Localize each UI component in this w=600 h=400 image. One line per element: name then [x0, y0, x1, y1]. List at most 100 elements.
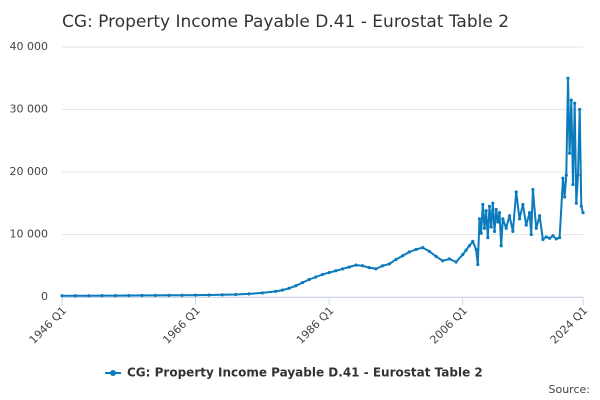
- chart-title: CG: Property Income Payable D.41 - Euros…: [62, 12, 509, 32]
- data-point: [461, 252, 465, 257]
- data-point: [280, 288, 285, 292]
- data-point: [496, 220, 500, 224]
- data-point: [561, 176, 565, 180]
- data-point: [441, 259, 445, 263]
- data-point: [527, 211, 532, 215]
- data-point: [579, 204, 583, 208]
- data-point: [482, 226, 487, 230]
- data-point: [127, 293, 131, 298]
- data-point: [367, 266, 371, 270]
- data-point: [504, 226, 508, 230]
- data-point: [541, 237, 545, 242]
- data-point: [501, 217, 505, 221]
- data-point: [581, 211, 585, 215]
- data-point: [354, 263, 358, 267]
- data-point: [566, 76, 570, 80]
- data-point: [489, 225, 493, 229]
- x-tick-label: 1966 Q1: [160, 304, 203, 347]
- data-point: [511, 229, 515, 233]
- data-point: [421, 246, 425, 250]
- data-point: [287, 286, 291, 290]
- data-point: [492, 229, 497, 233]
- data-point: [247, 292, 251, 296]
- data-point: [207, 293, 211, 297]
- data-point: [537, 214, 542, 218]
- data-point: [427, 249, 431, 253]
- data-point: [260, 291, 264, 295]
- data-point: [220, 293, 224, 297]
- data-point: [347, 265, 351, 269]
- data-point: [531, 187, 535, 192]
- data-point: [481, 202, 485, 207]
- data-point: [574, 201, 578, 205]
- data-point: [314, 275, 318, 279]
- data-point: [294, 284, 298, 288]
- data-point: [551, 234, 555, 238]
- data-point: [334, 269, 338, 273]
- data-point: [180, 293, 184, 297]
- data-point: [521, 202, 525, 207]
- data-point: [340, 267, 345, 271]
- data-point: [447, 257, 452, 261]
- data-point: [387, 262, 391, 266]
- data-point: [491, 201, 495, 205]
- data-point: [167, 293, 171, 297]
- legend-label: CG: Property Income Payable D.41 - Euros…: [127, 366, 483, 380]
- data-point: [571, 182, 575, 187]
- data-point: [374, 267, 378, 271]
- data-point: [274, 289, 278, 293]
- data-point: [578, 107, 582, 112]
- data-point: [414, 247, 418, 252]
- data-point: [113, 293, 118, 298]
- series-line: [62, 77, 584, 297]
- data-point: [327, 271, 331, 275]
- data-point: [499, 244, 503, 248]
- data-point: [464, 248, 468, 252]
- data-point: [486, 236, 490, 240]
- x-tick-label: 2006 Q1: [427, 304, 470, 347]
- data-point: [193, 293, 198, 297]
- data-point: [467, 244, 472, 248]
- data-point: [479, 231, 483, 235]
- data-point: [471, 239, 475, 243]
- data-point: [320, 272, 325, 277]
- data-point: [394, 257, 398, 262]
- data-point: [381, 264, 385, 268]
- data-point: [434, 254, 438, 258]
- y-tick-label: 10 000: [10, 228, 49, 241]
- data-point: [360, 264, 365, 268]
- data-point: [497, 211, 502, 215]
- data-point: [300, 281, 305, 285]
- data-point: [507, 214, 512, 218]
- data-point: [407, 250, 411, 254]
- data-point: [569, 98, 573, 102]
- data-point: [554, 237, 558, 241]
- data-point: [558, 236, 562, 240]
- y-tick-label: 30 000: [10, 103, 49, 116]
- data-point: [544, 235, 548, 239]
- data-point: [87, 294, 91, 298]
- y-tick-label: 40 000: [10, 40, 49, 53]
- x-tick-label: 2024 Q1: [548, 304, 591, 347]
- data-point: [573, 101, 577, 105]
- data-point: [563, 195, 567, 199]
- source: Source:: [549, 383, 591, 396]
- data-point: [153, 293, 158, 297]
- data-point: [529, 232, 533, 237]
- legend-marker: [110, 370, 116, 376]
- data-point: [564, 173, 568, 177]
- data-point: [514, 190, 518, 194]
- data-point: [494, 207, 498, 212]
- data-point: [487, 204, 492, 208]
- y-tick-label: 0: [41, 290, 48, 303]
- data-point: [476, 262, 480, 267]
- data-point: [517, 217, 522, 221]
- data-point: [401, 254, 405, 258]
- y-tick-label: 20 000: [10, 165, 49, 178]
- data-point: [534, 226, 538, 230]
- data-point: [524, 223, 528, 227]
- data-point: [100, 294, 104, 298]
- data-point: [548, 236, 552, 240]
- x-tick-label: 1986 Q1: [294, 304, 337, 347]
